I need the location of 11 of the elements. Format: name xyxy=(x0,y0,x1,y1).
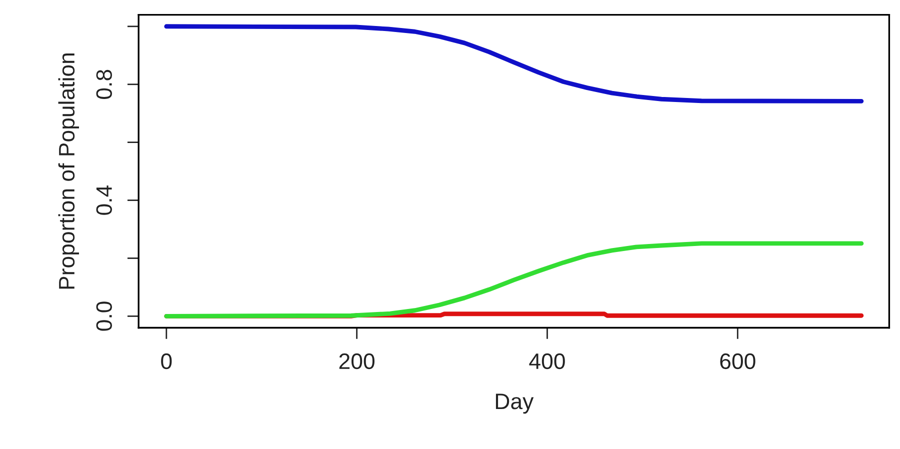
y-tick-label: 0.8 xyxy=(96,70,112,99)
y-axis-title: Proportion of Population xyxy=(58,54,79,289)
x-tick-label: 600 xyxy=(720,353,756,370)
y-tick-label: 0.4 xyxy=(96,185,112,215)
x-tick-label: 0 xyxy=(161,353,172,370)
x-tick-label: 400 xyxy=(529,353,565,370)
x-tick-label: 200 xyxy=(339,353,374,370)
y-tick-label: 0.0 xyxy=(96,302,112,331)
line-series xyxy=(164,24,864,104)
x-axis-title: Day xyxy=(496,394,534,414)
line-series xyxy=(164,241,864,318)
